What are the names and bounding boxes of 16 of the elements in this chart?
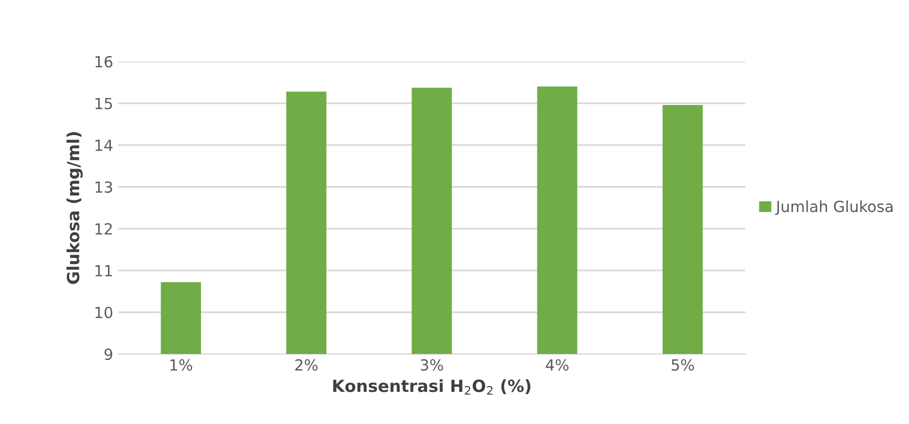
y-tick-label: 16 (96, 56, 112, 68)
y-axis-title: Glukosa (mg/ml) (66, 132, 83, 284)
x-axis-title: Konsentrasi H$_{2}$O$_{2}$ (%) (333, 379, 530, 395)
y-tick-label: 13 (96, 181, 112, 193)
x-tick-label: 4% (546, 359, 568, 371)
y-tick-label: 9 (104, 348, 112, 360)
y-tick-label: 10 (96, 306, 112, 318)
x-tick-label: 2% (295, 359, 318, 371)
legend-label: Jumlah Glukosa (775, 200, 892, 216)
x-tick-label: 1% (170, 359, 192, 371)
y-tick-label: 14 (96, 140, 112, 151)
x-tick-label: 3% (420, 359, 444, 371)
y-tick-label: 15 (96, 98, 112, 110)
y-tick-label: 12 (96, 223, 112, 234)
y-tick-label: 11 (96, 265, 112, 276)
x-tick-label: 5% (672, 359, 694, 371)
